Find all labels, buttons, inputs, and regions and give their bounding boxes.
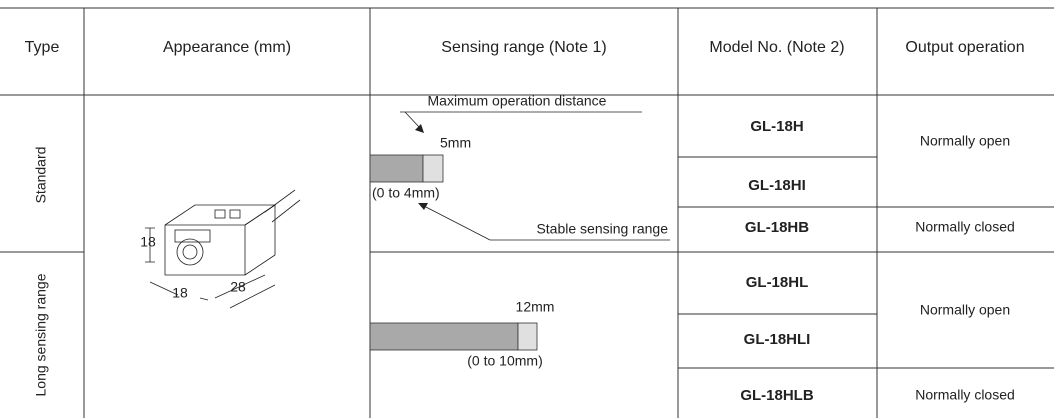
dimension: 18 xyxy=(140,234,156,250)
model-no: GL-18HL xyxy=(746,274,809,291)
model-no: GL-18HLB xyxy=(740,387,814,404)
model-no: GL-18HI xyxy=(748,177,806,194)
annotation: Maximum operation distance xyxy=(428,93,607,109)
sensor-drawing xyxy=(145,190,300,308)
stable-range: (0 to 4mm) xyxy=(372,185,440,201)
type-label: Standard xyxy=(33,147,49,204)
annotation: Stable sensing range xyxy=(536,221,668,237)
dimension: 28 xyxy=(230,279,246,295)
output-operation: Normally closed xyxy=(915,387,1015,403)
model-no: GL-18HB xyxy=(745,219,809,236)
model-no: GL-18HLI xyxy=(744,331,811,348)
max-bar xyxy=(423,155,443,182)
model-no: GL-18H xyxy=(750,118,803,135)
header-cell: Output operation xyxy=(905,39,1024,56)
stable-range: (0 to 10mm) xyxy=(467,353,542,369)
header-cell: Appearance (mm) xyxy=(163,39,291,56)
distance-label: 5mm xyxy=(440,135,471,151)
header-cell: Sensing range (Note 1) xyxy=(441,39,606,56)
header-cell: Type xyxy=(25,39,60,56)
stable-bar xyxy=(370,155,423,182)
output-operation: Normally open xyxy=(920,133,1010,149)
spec-table: Type Appearance (mm) Sensing range (Note… xyxy=(0,0,1054,418)
header-cell: Model No. (Note 2) xyxy=(709,39,844,56)
distance-label: 12mm xyxy=(516,299,555,315)
stable-bar xyxy=(370,323,518,350)
dimension: 18 xyxy=(172,285,188,301)
output-operation: Normally closed xyxy=(915,219,1015,235)
type-label: Long sensing range xyxy=(33,273,49,396)
output-operation: Normally open xyxy=(920,302,1010,318)
max-bar xyxy=(518,323,537,350)
